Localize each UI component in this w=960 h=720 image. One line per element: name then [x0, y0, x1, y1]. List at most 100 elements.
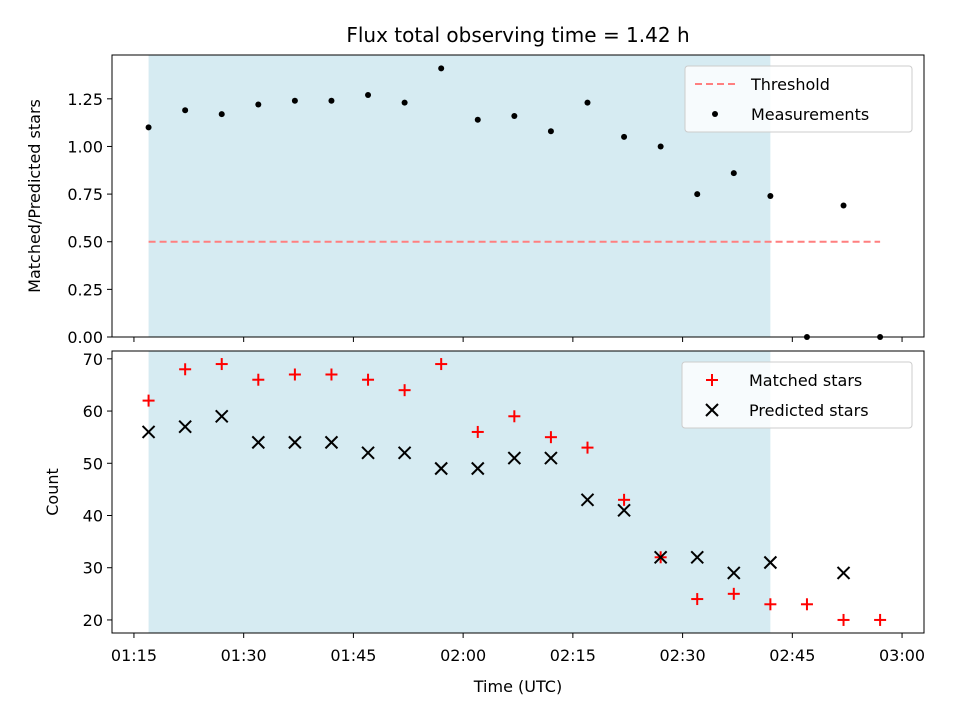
top-panel: 0.00 0.25 0.50 0.75 1.00 1.25 Flux total obse…	[25, 23, 925, 347]
matched-star-point	[142, 394, 155, 407]
x-axis-label: Time (UTC)	[473, 677, 562, 696]
bottom-y-tick-label: 20	[83, 611, 103, 630]
x-tick-label: 01:45	[330, 646, 376, 665]
measurement-point	[365, 92, 372, 99]
predicted-legend-label: Predicted stars	[749, 401, 869, 420]
predicted-star-point	[141, 425, 156, 439]
measurement-point	[401, 99, 408, 106]
measurement-point	[657, 143, 664, 150]
top-legend: Threshold Measurements	[684, 65, 913, 133]
bottom-shaded-span	[148, 351, 771, 633]
measurement-point	[145, 124, 152, 131]
bottom-y-tick-label: 60	[83, 402, 103, 421]
measurement-point	[291, 97, 298, 104]
predicted-star-point	[288, 435, 302, 450]
bottom-y-ticks: 20 30 40 50 60 70	[83, 350, 112, 630]
top-y-tick-label: 1.25	[67, 90, 103, 109]
bottom-x-ticks: 01:15 01:30 01:45 02:00 02:15 02:30 02:45 03:00	[111, 633, 925, 665]
bottom-y-tick-label: 70	[83, 350, 103, 369]
top-legend-box	[684, 65, 913, 133]
predicted-star-point	[215, 409, 229, 423]
matched-star-point	[215, 358, 228, 371]
measurement-point	[328, 97, 335, 104]
matched-star-point	[691, 593, 704, 606]
predicted-legend-marker	[705, 403, 719, 417]
matched-star-point	[581, 441, 594, 454]
matched-star-point	[800, 598, 813, 611]
x-tick-label: 02:00	[440, 646, 486, 665]
top-y-tick-label: 0.00	[67, 328, 103, 347]
top-y-tick-label: 0.50	[67, 233, 103, 252]
predicted-star-point	[617, 503, 631, 517]
predicted-star-point	[507, 451, 522, 465]
predicted-star-point	[324, 435, 339, 450]
chart-title: Flux total observing time = 1.42 h	[346, 23, 689, 47]
predicted-star-point	[397, 446, 412, 460]
bottom-panel: 01:15 01:30 01:45 02:00 02:15 02:30 02:45 03:00…	[43, 350, 925, 696]
top-y-tick-label: 0.75	[67, 185, 103, 204]
measurement-point	[474, 116, 481, 123]
top-y-axis-label: Matched/Predicted stars	[25, 99, 44, 293]
threshold-legend-label: Threshold	[750, 75, 830, 94]
measurement-point	[438, 65, 445, 72]
matched-star-point	[471, 425, 484, 438]
matched-star-point	[325, 368, 338, 381]
measurement-point	[730, 170, 737, 177]
measurement-point	[767, 193, 774, 199]
bottom-y-tick-label: 30	[83, 559, 103, 578]
x-tick-label: 01:15	[111, 646, 157, 665]
bottom-legend-box	[681, 361, 913, 429]
top-shaded-span	[148, 55, 771, 337]
predicted-star-point	[178, 420, 192, 434]
top-y-tick-label: 1.00	[67, 137, 103, 156]
predicted-star-point	[690, 550, 704, 564]
measurements-series	[145, 65, 884, 340]
bottom-y-tick-label: 40	[83, 507, 103, 526]
measurement-point	[584, 99, 591, 106]
predicted-star-point	[251, 435, 266, 450]
predicted-star-point	[763, 555, 778, 570]
bottom-series	[141, 358, 887, 626]
measurement-point	[182, 107, 189, 114]
matched-star-point	[435, 358, 448, 371]
matched-legend-label: Matched stars	[749, 371, 862, 390]
matched-legend-marker	[706, 374, 718, 386]
measurement-point	[255, 101, 262, 108]
predicted-star-point	[653, 550, 668, 564]
matched-star-point	[252, 373, 265, 386]
top-y-tick-label: 0.25	[67, 280, 103, 299]
top-axes-frame	[111, 54, 925, 338]
x-tick-label: 02:15	[550, 646, 596, 665]
measurements-legend-label: Measurements	[751, 105, 869, 124]
matched-star-point	[874, 613, 887, 626]
measurements-legend-marker	[712, 111, 718, 117]
matched-star-point	[398, 384, 411, 397]
measurement-point	[621, 133, 628, 140]
matched-star-point	[179, 363, 192, 376]
predicted-star-point	[361, 446, 375, 460]
predicted-star-point	[434, 461, 448, 476]
predicted-star-point	[471, 461, 485, 476]
bottom-axes-frame	[111, 350, 925, 634]
bottom-y-tick-label: 50	[83, 454, 103, 473]
matched-star-point	[618, 493, 631, 506]
top-x-ticks	[133, 337, 903, 342]
matched-star-point	[362, 373, 375, 386]
bottom-legend: Matched stars Predicted stars	[681, 361, 913, 429]
x-tick-label: 02:30	[660, 646, 706, 665]
matched-star-point	[727, 587, 740, 600]
bottom-y-axis-label: Count	[43, 468, 62, 516]
predicted-star-point	[580, 493, 595, 507]
predicted-star-point	[836, 566, 851, 580]
x-tick-label: 01:30	[221, 646, 267, 665]
matched-star-point	[508, 410, 521, 423]
matched-star-point	[764, 598, 777, 611]
matched-star-point	[544, 431, 557, 444]
predicted-star-point	[727, 566, 741, 580]
x-tick-label: 02:45	[769, 646, 815, 665]
measurement-point	[840, 202, 847, 209]
measurement-point	[511, 112, 518, 119]
matched-star-point	[288, 368, 301, 381]
x-tick-label: 03:00	[879, 646, 925, 665]
